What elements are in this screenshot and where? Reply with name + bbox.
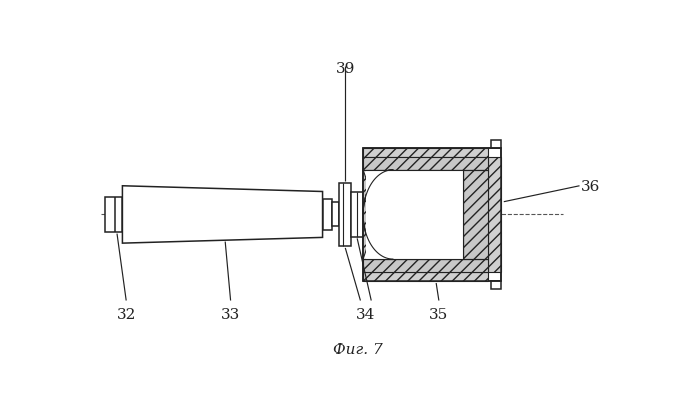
Text: 35: 35 [429,307,449,321]
Text: 33: 33 [221,307,240,321]
Text: 36: 36 [581,179,600,193]
Bar [332,203,339,227]
Bar [487,158,501,272]
Bar [363,148,487,158]
Bar [322,199,332,231]
Text: 34: 34 [356,307,376,321]
Polygon shape [363,171,393,259]
Bar [351,192,363,237]
Text: 32: 32 [117,307,136,321]
Polygon shape [122,186,322,244]
Bar [363,272,487,282]
Bar [463,171,487,259]
Text: 39: 39 [336,62,355,76]
Bar [363,148,501,282]
Bar [363,158,487,171]
Bar [491,140,501,148]
Bar [363,148,501,282]
Bar [491,282,501,290]
Bar [363,259,487,272]
Text: Фиг. 7: Фиг. 7 [333,342,383,356]
Bar [339,183,351,247]
Bar [366,171,463,259]
Bar [105,197,122,233]
